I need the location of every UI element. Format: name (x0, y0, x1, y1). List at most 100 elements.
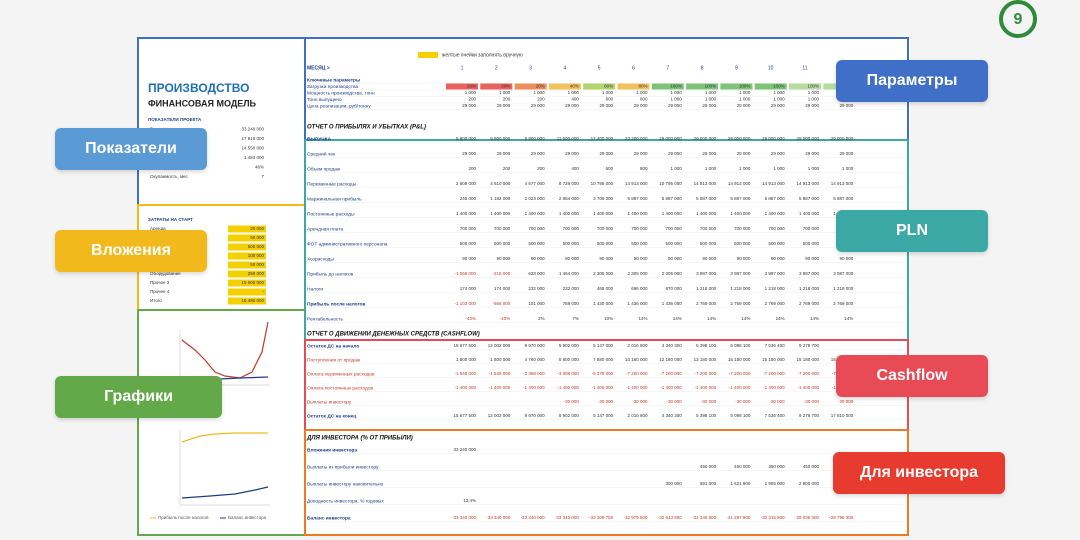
cell: 2 016 800 (627, 413, 648, 418)
cell: 174 000 (494, 286, 511, 291)
callout: Cashflow (836, 355, 988, 397)
cell: 2 769 000 (833, 301, 854, 306)
cell: 12 002 000 (488, 343, 511, 348)
row-label: Прибыль до налогов (307, 271, 354, 277)
cell: 4 610 000 (490, 181, 511, 186)
cell: 10 795 000 (591, 181, 614, 186)
row-label: Постоянные расходы (307, 211, 355, 217)
cell: 29 000 (531, 103, 545, 108)
cell: 13,4% (463, 498, 476, 503)
cell: 2% (538, 316, 545, 321)
cell: 700 000 (460, 226, 477, 231)
cell: 200 (503, 97, 511, 102)
cell: 1 400 000 (559, 211, 580, 216)
cell: -30 000 (632, 399, 648, 404)
cell: 1 430 000 (593, 301, 614, 306)
input-cell (228, 252, 266, 260)
cell: 5 887 000 (696, 196, 717, 201)
row-label: Остаток ДС на конец (307, 413, 356, 419)
callout: Показатели (55, 128, 207, 170)
cell: 90 000 (462, 256, 476, 261)
row-value: - (263, 289, 265, 294)
cell: 29 000 (702, 151, 716, 156)
cell: 90 000 (805, 256, 819, 261)
row-label: Прочее 3 (150, 280, 170, 285)
cell: 14% (844, 316, 853, 321)
cell: 600 (606, 166, 614, 171)
cell: 5 887 000 (730, 196, 751, 201)
section-title: ОТЧЕТ О ПРИБЫЛЯХ И УБЫТКАХ (P&L) (307, 125, 426, 131)
cell: 15 180 000 (796, 357, 819, 362)
cell: 1 000 (568, 90, 580, 95)
cell: 1 400 000 (456, 211, 477, 216)
cell: -1 548 000 (489, 371, 511, 376)
cell: 5 800 000 (559, 357, 580, 362)
cell: 29 000 (462, 151, 476, 156)
cell: -1 400 000 (797, 385, 819, 390)
month: 4 (564, 65, 567, 71)
row-value: 7 (261, 174, 264, 179)
month: 3 (529, 65, 532, 71)
cell: -33 340 000 (486, 515, 511, 520)
cell: 5 887 000 (833, 196, 854, 201)
cell: 20% (467, 84, 476, 89)
cell: 14% (673, 316, 682, 321)
cell: 90 000 (565, 256, 579, 261)
cell: 7 536 400 (765, 343, 786, 348)
cell: -1 400 000 (729, 385, 751, 390)
cell: 200 (537, 97, 545, 102)
cell: 100% (670, 84, 682, 89)
cell: 10% (604, 316, 613, 321)
cell: -7 200 000 (626, 371, 648, 376)
cell: -7 200 000 (729, 371, 751, 376)
cell: -1 400 000 (626, 385, 648, 390)
cell: 1 000 (773, 166, 785, 171)
param-cell (480, 83, 513, 90)
cell: 29 000 (497, 103, 511, 108)
cell: 1 000 (671, 97, 683, 102)
cell: 1 000 (705, 90, 717, 95)
cell: 29 000 (771, 151, 785, 156)
cell: 14% (810, 316, 819, 321)
cell: 5 887 000 (799, 196, 820, 201)
cell: 14 913 000 (831, 181, 854, 186)
cell: 33 240 000 (453, 447, 476, 452)
month: 8 (701, 65, 704, 71)
row-value: 16 485 000 (241, 298, 264, 303)
cell: 500 000 (803, 241, 820, 246)
cell: 7% (572, 316, 579, 321)
cell: 1 000 (602, 90, 614, 95)
cell: 29 000 (497, 151, 511, 156)
cell: 14 913 000 (796, 181, 819, 186)
row-label: Оборудование (150, 271, 181, 276)
cell: 17 810 000 (831, 413, 854, 418)
cell: 29 000 (599, 103, 613, 108)
callout: Для инвестора (833, 452, 1005, 494)
cell: 1 000 (499, 90, 511, 95)
param-cell (686, 83, 719, 90)
cell: 400 (571, 97, 579, 102)
param-cell (446, 83, 478, 90)
cell: 1 955 000 (765, 481, 786, 486)
row-label: Аренда (150, 226, 166, 231)
month: 6 (632, 65, 635, 71)
row-label: Налоги (307, 286, 323, 292)
row-value: 17 810 000 (241, 136, 264, 141)
cell: 3 705 000 (593, 196, 614, 201)
cell: 3 987 000 (765, 271, 786, 276)
cell: 14 913 000 (625, 181, 648, 186)
sheet-subtitle: ФИНАНСОВАЯ МОДЕЛЬ (148, 98, 257, 108)
cell: 1 000 (842, 166, 854, 171)
month-label: МЕСЯЦ > (307, 65, 330, 71)
row-label: Тонн выпущено (307, 97, 342, 103)
cell: 500 000 (528, 241, 545, 246)
cell: 5 800 000 (525, 136, 546, 141)
block-title: ЗАТРАТЫ НА СТАРТ (148, 217, 193, 222)
cell: 1 000 (671, 90, 683, 95)
cell: 29 000 000 (694, 136, 717, 141)
cell: -7 200 000 (797, 371, 819, 376)
cell: 1 800 000 (490, 357, 511, 362)
cell: 80% (638, 84, 647, 89)
cell: -566 000 (493, 301, 511, 306)
cell: 700 000 (631, 226, 648, 231)
